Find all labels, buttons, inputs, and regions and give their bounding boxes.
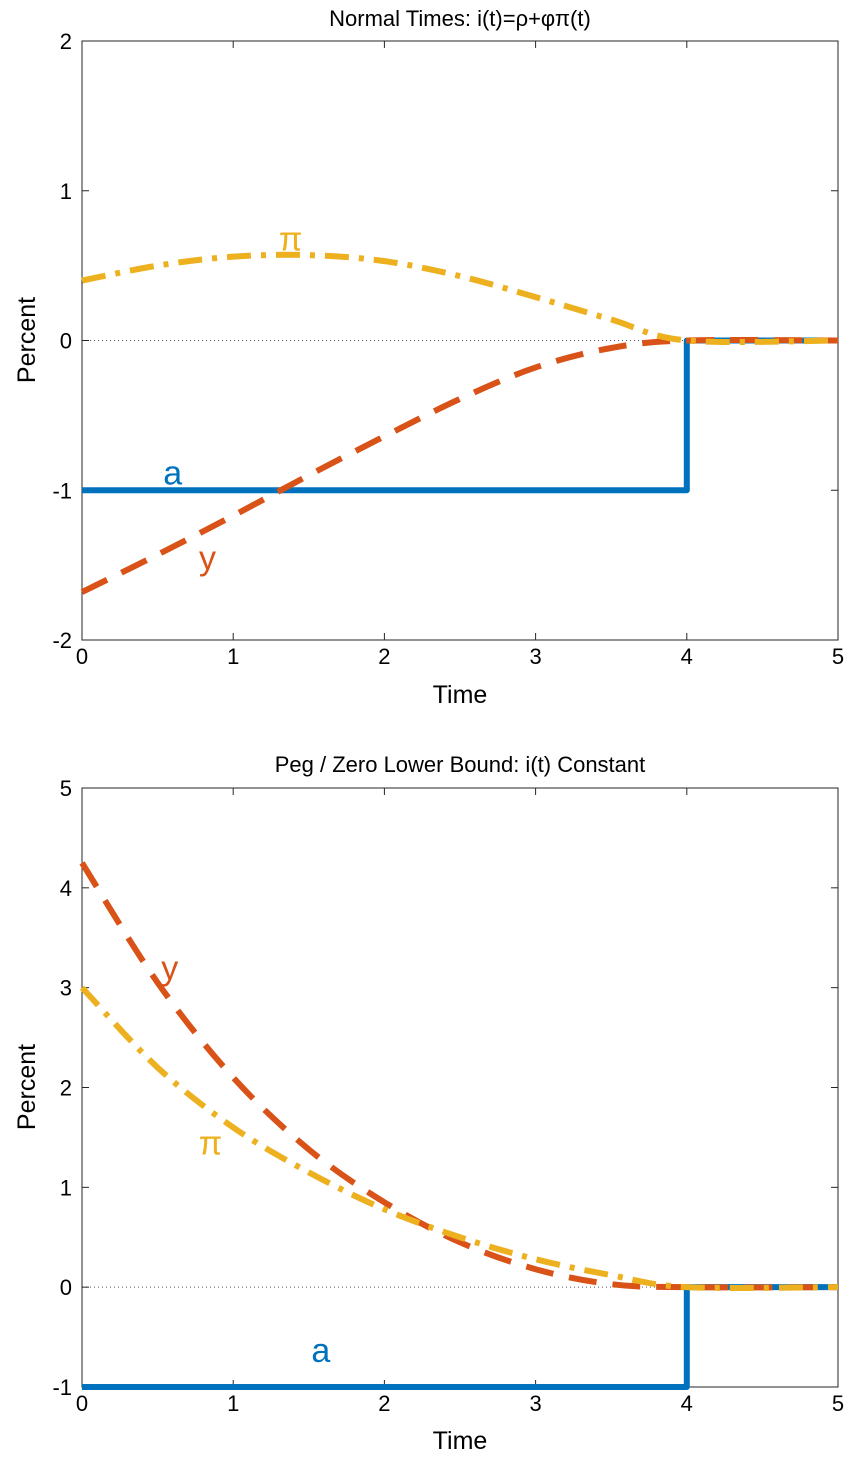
series-line-y xyxy=(79,861,839,1291)
y-tick-label: -1 xyxy=(52,478,72,503)
series-label-a: a xyxy=(311,1332,330,1370)
y-axis-label: Percent xyxy=(13,297,41,383)
x-tick-label: 1 xyxy=(227,1391,239,1416)
x-tick-label: 2 xyxy=(378,1391,390,1416)
series-label-y: y xyxy=(199,540,216,578)
x-tick-label: 1 xyxy=(227,644,239,669)
y-tick-label: -2 xyxy=(52,628,72,653)
x-axis-label: Time xyxy=(433,681,488,709)
y-tick-label: 1 xyxy=(60,179,72,204)
y-tick-label: 2 xyxy=(60,1076,72,1101)
y-tick-label: 0 xyxy=(60,329,72,354)
plot-frame xyxy=(81,787,839,1388)
y-tick-label: 5 xyxy=(60,776,72,801)
x-tick-label: 4 xyxy=(681,1391,693,1416)
y-tick-label: 1 xyxy=(60,1175,72,1200)
series-label-π: π xyxy=(199,1124,222,1162)
y-tick-label: 3 xyxy=(60,976,72,1001)
x-tick-label: 0 xyxy=(76,1391,88,1416)
y-tick-label: -1 xyxy=(52,1375,72,1400)
x-tick-label: 0 xyxy=(76,644,88,669)
x-tick-label: 5 xyxy=(832,644,844,669)
x-tick-label: 3 xyxy=(529,1391,541,1416)
x-tick-label: 2 xyxy=(378,644,390,669)
series-line-π xyxy=(81,251,839,346)
x-tick-label: 4 xyxy=(681,644,693,669)
y-tick-label: 2 xyxy=(60,29,72,54)
chart-title: Peg / Zero Lower Bound: i(t) Constant xyxy=(275,752,646,777)
y-tick-label: 0 xyxy=(60,1275,72,1300)
chart-panel-normal-times: Normal Times: i(t)=ρ+φπ(t) Time Percent … xyxy=(13,6,844,709)
x-axis-label: Time xyxy=(433,1427,488,1455)
series-label-y: y xyxy=(161,950,178,988)
y-tick-label: 4 xyxy=(60,876,72,901)
y-axis-label: Percent xyxy=(13,1044,41,1130)
series-label-π: π xyxy=(279,221,302,259)
series-line-π xyxy=(79,985,839,1292)
series-label-a: a xyxy=(163,454,182,492)
chart-title: Normal Times: i(t)=ρ+φπ(t) xyxy=(329,6,591,31)
x-tick-label: 5 xyxy=(832,1391,844,1416)
series-line-y xyxy=(80,336,839,595)
chart-panel-peg-zlb: Peg / Zero Lower Bound: i(t) Constant Ti… xyxy=(13,752,844,1455)
x-tick-label: 3 xyxy=(529,644,541,669)
